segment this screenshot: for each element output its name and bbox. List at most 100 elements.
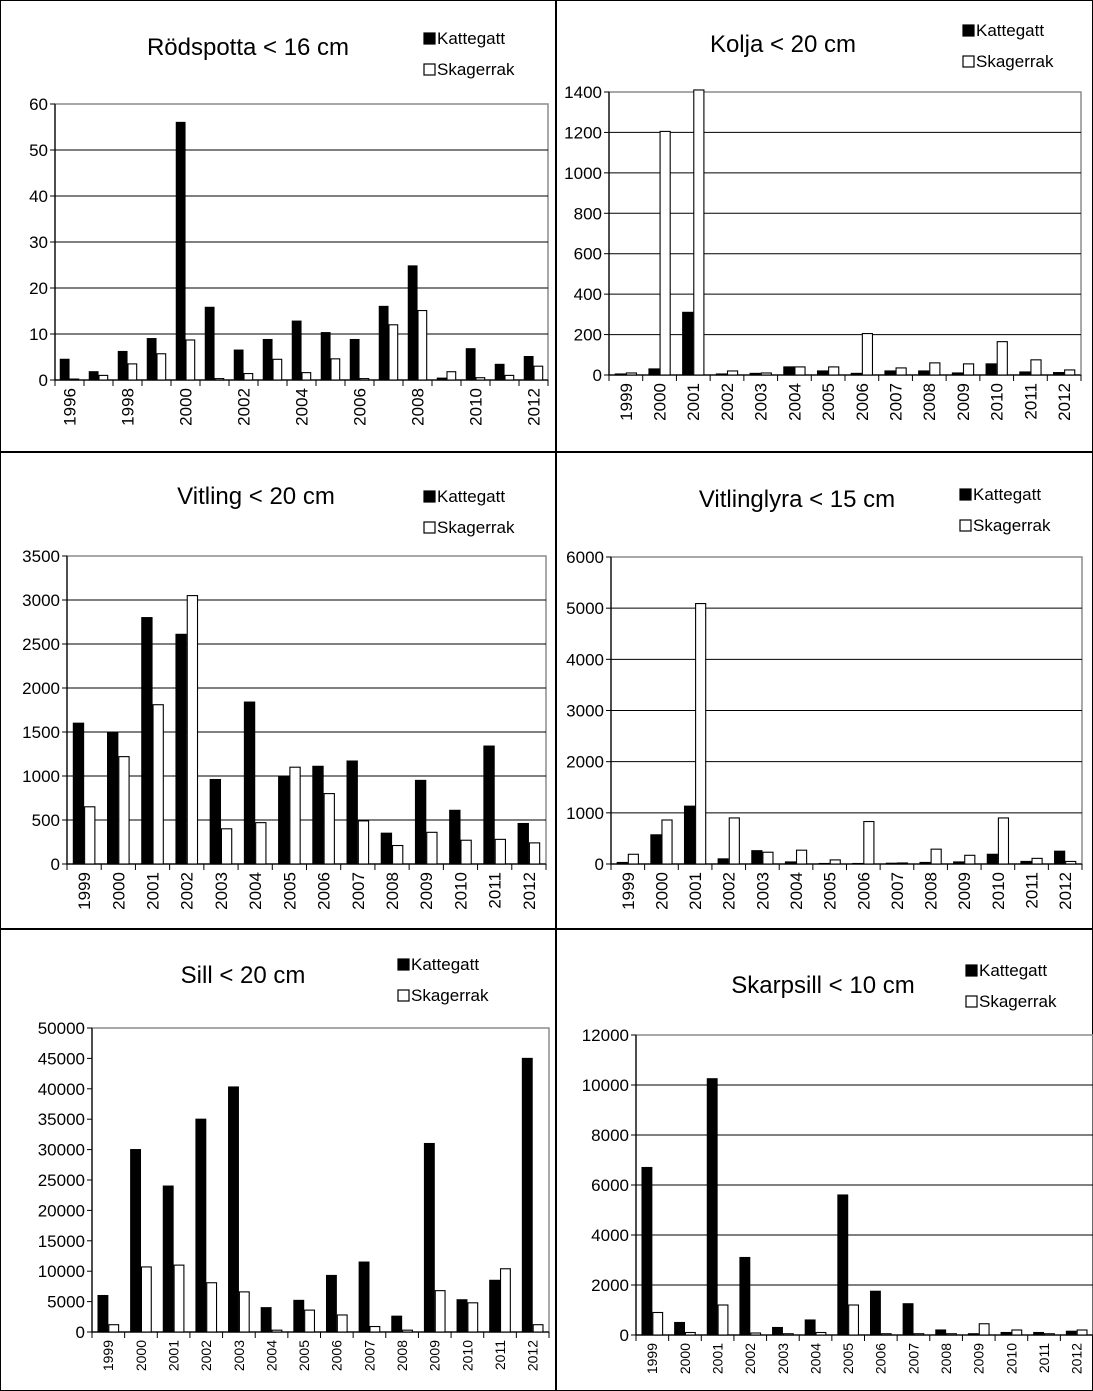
bar-skagerrak (206, 1282, 218, 1333)
x-tick-label: 2007 (888, 872, 907, 910)
bar-skagerrak (272, 358, 283, 381)
bar-skagerrak (964, 854, 976, 865)
x-tick-label: 2000 (652, 872, 671, 910)
x-tick-label: 2010 (988, 383, 1007, 421)
x-tick-label: 1999 (617, 383, 636, 421)
x-tick-label: 2008 (922, 872, 941, 910)
bar-kattegatt (850, 372, 862, 376)
chart-panel-rodspotta: 0 10 20 30 40 50 60 1996 1998 2000 2002 2004 2006 200… (0, 0, 556, 452)
y-tick-label: 5000 (566, 599, 604, 618)
bar-kattegatt (209, 778, 222, 865)
bar-skagerrak (118, 756, 130, 865)
bar-skagerrak (391, 844, 404, 865)
bar-skagerrak (156, 353, 167, 381)
y-tick-label: 1500 (22, 723, 60, 742)
bar-skagerrak (828, 366, 840, 376)
plot-area (608, 91, 1082, 376)
y-tick-label: 25000 (38, 1171, 85, 1190)
bar-kattegatt (291, 320, 302, 381)
bar-kattegatt (278, 776, 290, 865)
bar-kattegatt (414, 779, 427, 865)
bar-skagerrak (1030, 359, 1042, 376)
y-tick-label: 1000 (566, 804, 604, 823)
bar-skagerrak (627, 853, 639, 865)
plot-area (91, 1027, 550, 1333)
y-tick-label: 45000 (38, 1049, 85, 1068)
bar-skagerrak (186, 595, 199, 865)
bar-kattegatt (233, 349, 244, 381)
legend-swatch-skagerrak (959, 519, 972, 532)
chart-svg: 0 500 1000 1500 2000 2500 3000 3500 1999 2000 2001… (0, 452, 556, 929)
x-tick-label: 2008 (383, 872, 402, 910)
bar-skagerrak (98, 374, 109, 381)
x-tick-label: 2003 (752, 383, 771, 421)
bar-skagerrak (863, 820, 875, 865)
chart-title: Skarpsill < 10 cm (731, 972, 914, 999)
chart-title: Rödspotta < 16 cm (147, 34, 349, 61)
x-tick-label: 2006 (315, 872, 334, 910)
x-tick-label: 2005 (280, 872, 299, 910)
bar-kattegatt (885, 862, 898, 865)
chart-title: Kolja < 20 cm (710, 31, 856, 58)
bar-skagerrak (214, 378, 225, 381)
bar-skagerrak (1011, 1329, 1023, 1336)
legend-label-skagerrak: Skagerrak (973, 516, 1051, 535)
bar-skagerrak (895, 367, 907, 376)
x-tick-label: 2002 (198, 1340, 214, 1371)
bar-skagerrak (625, 372, 638, 376)
x-tick-label: 2009 (417, 872, 436, 910)
bar-skagerrak (336, 1314, 348, 1333)
bar-skagerrak (782, 1333, 794, 1336)
bar-skagerrak (913, 1333, 925, 1336)
x-tick-label: 2002 (720, 872, 739, 910)
bar-kattegatt (1054, 850, 1066, 865)
bar-skagerrak (750, 1332, 762, 1336)
x-tick-label: 2010 (451, 872, 470, 910)
legend: Kattegatt Skagerrak (962, 21, 1054, 71)
bar-skagerrak (1031, 857, 1043, 865)
bar-skagerrak (402, 1329, 413, 1333)
bar-skagerrak (330, 358, 341, 381)
bar-kattegatt (449, 809, 461, 865)
x-tick-label: 2012 (525, 1340, 541, 1371)
bar-kattegatt (648, 368, 660, 376)
y-tick-label: 400 (574, 285, 602, 304)
legend-label-skagerrak: Skagerrak (979, 992, 1057, 1011)
x-tick-label: 2006 (854, 872, 873, 910)
bar-kattegatt (715, 373, 728, 376)
legend-label-skagerrak: Skagerrak (437, 60, 515, 79)
bar-kattegatt (985, 363, 997, 376)
bar-skagerrak (693, 89, 705, 376)
bar-kattegatt (391, 1315, 403, 1333)
legend-swatch-skagerrak (423, 521, 436, 534)
x-tick-label: 2006 (853, 383, 872, 421)
chart-svg: 0 200 400 600 800 1000 1200 1400 1999 2000 2001 200… (556, 0, 1093, 452)
x-tick-label: 2007 (361, 1340, 377, 1371)
bar-kattegatt (749, 372, 761, 376)
bar-skagerrak (1064, 369, 1076, 376)
bar-skagerrak (795, 849, 808, 865)
bar-kattegatt (953, 861, 965, 865)
bar-kattegatt (523, 355, 534, 381)
bar-skagerrak (446, 371, 457, 381)
y-tick-label: 50000 (38, 1019, 85, 1038)
bar-skagerrak (173, 1264, 185, 1333)
chart-svg: 0 1000 2000 3000 4000 5000 6000 1999 2000 2001 200… (556, 452, 1093, 929)
y-tick-label: 1000 (564, 164, 602, 183)
plot-area (66, 555, 547, 865)
bar-skagerrak (695, 603, 707, 865)
chart-panel-kolja: 0 200 400 600 800 1000 1200 1400 1999 2000 2001 200… (556, 0, 1093, 452)
bar-kattegatt (456, 1299, 468, 1333)
bar-skagerrak (494, 838, 506, 865)
y-tick-label: 2000 (591, 1276, 629, 1295)
bar-kattegatt (706, 1078, 718, 1336)
legend-label-kattegatt: Kattegatt (437, 29, 505, 48)
x-tick-label: 2001 (143, 872, 162, 910)
bar-kattegatt (141, 617, 153, 865)
x-tick-label: 2012 (1055, 383, 1074, 421)
y-tick-label: 40000 (38, 1080, 85, 1099)
x-tick-label: 2008 (408, 388, 427, 426)
bar-kattegatt (783, 366, 795, 376)
bar-kattegatt (97, 1294, 109, 1333)
bar-kattegatt (346, 760, 358, 865)
